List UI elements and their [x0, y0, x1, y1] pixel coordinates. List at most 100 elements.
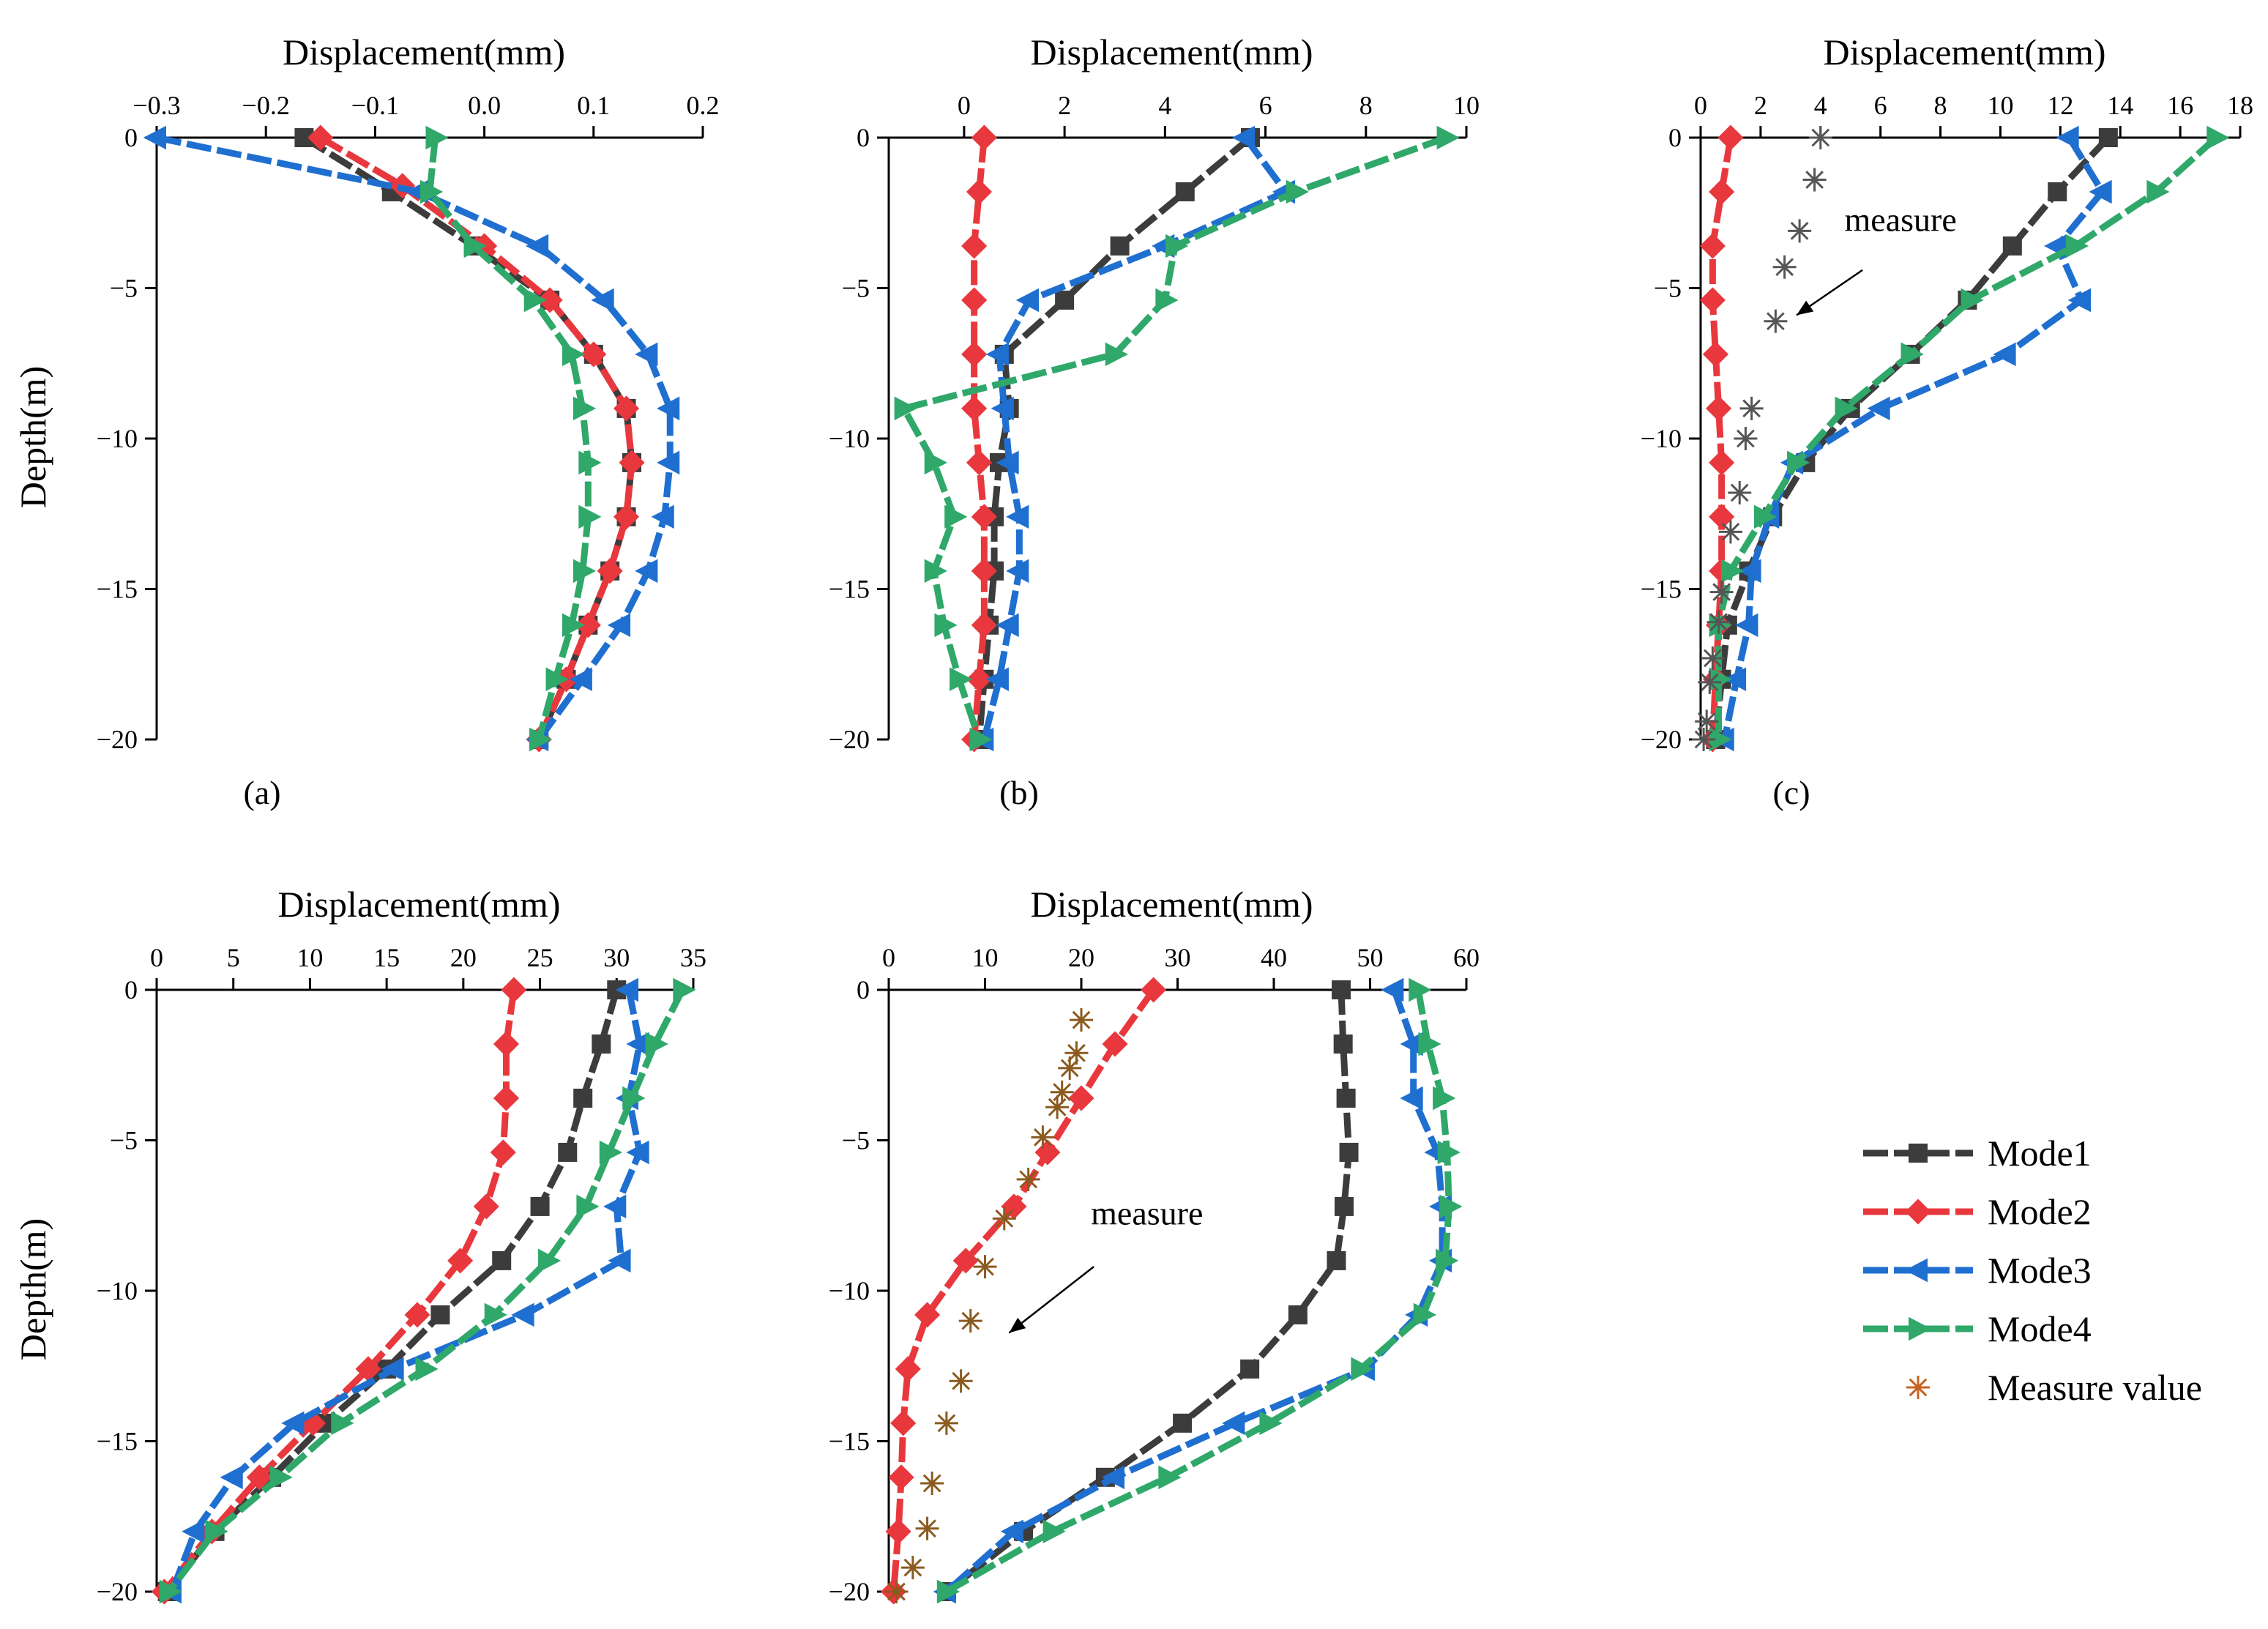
- y-tick-label: −5: [842, 274, 870, 303]
- measure-point: [1698, 670, 1722, 694]
- data-point: [1042, 1519, 1066, 1544]
- data-point: [2207, 125, 2230, 150]
- data-point: [501, 977, 527, 1003]
- data-point: [331, 1411, 354, 1436]
- legend-item-mode3: Mode3: [1863, 1250, 2092, 1291]
- measure-point: [1031, 1125, 1055, 1149]
- data-point: [1141, 977, 1167, 1003]
- measure-point: [1692, 728, 1716, 751]
- data-point: [961, 233, 988, 259]
- series-line: [1715, 135, 2219, 739]
- data-point: [1332, 980, 1351, 999]
- x-tick-label: 20: [1068, 943, 1094, 972]
- legend-label: Mode4: [1988, 1308, 2092, 1349]
- legend-item-mode4: Mode4: [1863, 1308, 2092, 1349]
- panel-label: (d): [267, 1626, 307, 1629]
- x-tick-label: 10: [1453, 91, 1480, 120]
- measure-point: [949, 1369, 973, 1393]
- data-point: [576, 1194, 600, 1219]
- y-tick-label: −15: [829, 1427, 870, 1456]
- data-point: [619, 450, 645, 476]
- data-point: [562, 342, 586, 367]
- x-tick-label: 30: [1165, 943, 1191, 972]
- data-point: [1286, 179, 1309, 204]
- y-tick-label: −20: [829, 1577, 870, 1606]
- data-point: [1165, 234, 1189, 258]
- data-point: [894, 396, 917, 421]
- x-axis-title: Displacement(mm): [1031, 31, 1313, 72]
- data-point: [626, 1032, 649, 1056]
- series-mode4: [894, 125, 1460, 752]
- x-tick-label: 0.0: [468, 91, 501, 120]
- data-point: [1738, 559, 1761, 584]
- data-point: [1006, 504, 1029, 529]
- data-point: [529, 727, 553, 752]
- data-point: [420, 179, 444, 204]
- data-point: [430, 1305, 450, 1324]
- data-point: [961, 395, 988, 422]
- annotation-arrowhead: [1797, 300, 1814, 316]
- legend-label: Mode2: [1988, 1191, 2092, 1232]
- data-point: [2146, 179, 2170, 204]
- data-point: [1351, 1357, 1374, 1382]
- measure-point: [1764, 309, 1788, 333]
- data-point: [1436, 125, 1460, 150]
- data-point: [1699, 287, 1726, 313]
- data-point: [1334, 1196, 1354, 1216]
- data-point: [971, 124, 997, 151]
- data-point: [1333, 1034, 1353, 1054]
- data-point: [484, 1302, 507, 1327]
- data-point: [1709, 504, 1735, 530]
- data-point: [1735, 613, 1758, 638]
- data-point: [558, 1142, 578, 1162]
- chart-panel-b: 0 2 4 6 8 10 0 −5 −10 −15 −20 Displacement(mm) (b): [829, 31, 1480, 811]
- measure-point: [1718, 520, 1742, 544]
- y-tick-label: −15: [97, 575, 138, 604]
- annotation-arrow: [1008, 1266, 1094, 1334]
- data-point: [572, 396, 597, 421]
- legend-label: Mode1: [1988, 1133, 2092, 1174]
- data-point: [1900, 342, 1924, 367]
- y-tick-label: 0: [124, 123, 138, 152]
- data-point: [1231, 125, 1256, 150]
- data-point: [888, 1464, 914, 1491]
- data-point: [523, 288, 547, 313]
- data-point: [1105, 342, 1128, 367]
- data-point: [246, 1464, 272, 1491]
- measure-point: [1709, 580, 1734, 604]
- x-tick-label: 10: [296, 943, 323, 972]
- data-point: [603, 1194, 627, 1219]
- series-line: [1721, 135, 2106, 740]
- annotation-text: measure: [1845, 201, 1957, 238]
- data-point: [2056, 125, 2079, 150]
- x-tick-label: −0.3: [133, 91, 180, 120]
- data-point: [991, 396, 1014, 421]
- data-point: [1175, 182, 1195, 201]
- y-axis-title: Depth(m): [12, 366, 53, 508]
- x-tick-label: 0: [958, 91, 971, 120]
- x-tick-label: 2: [1058, 91, 1071, 120]
- data-point: [1400, 1032, 1423, 1056]
- data-point: [493, 1031, 520, 1057]
- x-tick-label: 0.1: [577, 91, 610, 120]
- data-point: [2067, 288, 2091, 313]
- measure-point: [1739, 396, 1764, 420]
- chart-panel-a: −0.3 −0.2 −0.1 0.0 0.1 0.2 0 −5 −10 −15 −20 Displac…: [12, 31, 720, 811]
- series-measure: [1692, 126, 1832, 751]
- data-point: [1222, 1411, 1245, 1436]
- data-point: [1709, 450, 1735, 476]
- measure-point: [1050, 1080, 1074, 1104]
- data-point: [493, 1085, 520, 1111]
- measure-point: [1058, 1056, 1082, 1080]
- panels: −0.3 −0.2 −0.1 0.0 0.1 0.2 0 −5 −10 −15 −20 Displac…: [12, 31, 2253, 1629]
- legend-item-mode1: Mode1: [1863, 1133, 2092, 1174]
- measure-point: [992, 1207, 1016, 1231]
- data-point: [934, 613, 958, 638]
- x-tick-label: 2: [1754, 91, 1767, 120]
- data-point: [355, 1356, 381, 1382]
- data-point: [281, 1411, 305, 1436]
- series-mode3: [971, 125, 1296, 752]
- series-mode4: [159, 977, 696, 1604]
- y-axis-title: Depth(m): [12, 1218, 53, 1360]
- data-point: [569, 667, 592, 692]
